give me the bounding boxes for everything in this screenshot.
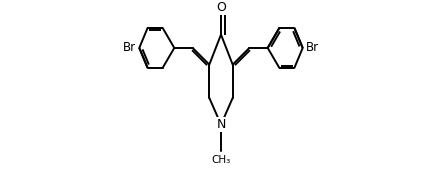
- Text: O: O: [216, 1, 226, 14]
- Text: CH₃: CH₃: [211, 155, 231, 165]
- Text: Br: Br: [306, 41, 319, 54]
- Text: Br: Br: [123, 41, 136, 54]
- Text: N: N: [216, 118, 226, 131]
